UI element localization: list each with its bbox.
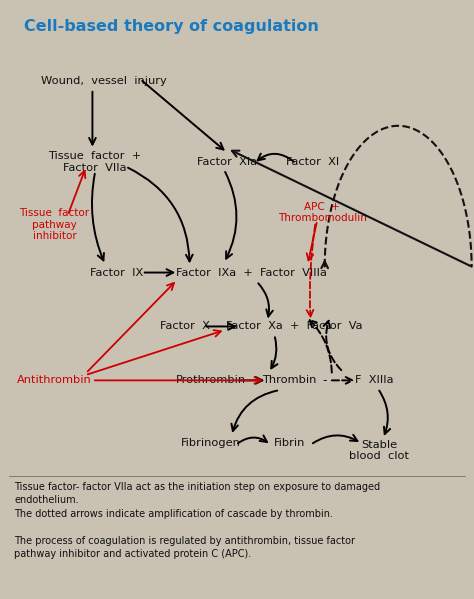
Text: Antithrombin: Antithrombin (17, 376, 92, 385)
Text: APC  +
Thrombomodulin: APC + Thrombomodulin (278, 202, 367, 223)
Text: Thrombin: Thrombin (262, 376, 316, 385)
Text: Factor  IXa  +  Factor  VIIIa: Factor IXa + Factor VIIIa (176, 268, 327, 277)
Text: Factor  XI: Factor XI (286, 157, 339, 167)
Text: Stable
blood  clot: Stable blood clot (349, 440, 409, 461)
Text: Factor  IX: Factor IX (90, 268, 143, 277)
Text: Tissue  factor  +
Factor  VIIa: Tissue factor + Factor VIIa (48, 151, 141, 173)
Text: The process of coagulation is regulated by antithrombin, tissue factor
pathway i: The process of coagulation is regulated … (14, 536, 355, 559)
Text: Factor  XIa: Factor XIa (198, 157, 257, 167)
Text: Cell-based theory of coagulation: Cell-based theory of coagulation (24, 19, 319, 35)
Text: Tissue  factor
pathway
inhibitor: Tissue factor pathway inhibitor (19, 208, 90, 241)
Text: Wound,  vessel  injury: Wound, vessel injury (41, 76, 167, 86)
Text: Prothrombin: Prothrombin (176, 376, 246, 385)
Text: Factor  X: Factor X (160, 322, 210, 331)
Text: Tissue factor- factor VIIa act as the initiation step on exposure to damaged
end: Tissue factor- factor VIIa act as the in… (14, 482, 380, 519)
Text: F  XIIIa: F XIIIa (355, 376, 394, 385)
Text: Fibrin: Fibrin (273, 438, 305, 448)
Text: -: - (322, 374, 327, 387)
Text: Factor  Xa  +  Factor  Va: Factor Xa + Factor Va (226, 322, 362, 331)
Text: Fibrinogen: Fibrinogen (181, 438, 241, 448)
